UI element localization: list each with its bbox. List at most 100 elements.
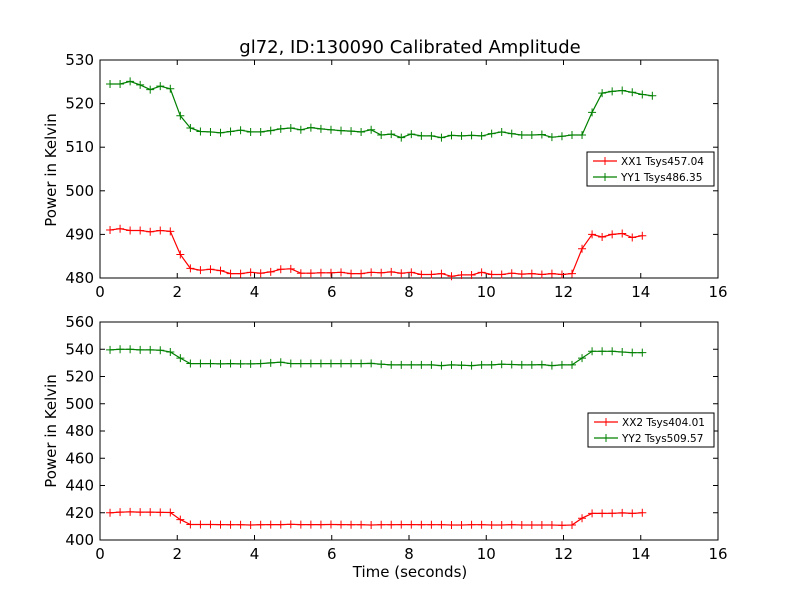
data-point [367, 268, 376, 277]
data-point [186, 359, 195, 368]
data-point [598, 89, 607, 98]
data-point [156, 226, 165, 235]
data-point [477, 360, 486, 369]
data-point [116, 79, 125, 88]
data-point [176, 111, 185, 120]
data-point [296, 359, 305, 368]
data-point [608, 509, 617, 518]
legend-marker [602, 434, 610, 442]
data-point [357, 127, 366, 136]
data-point [266, 126, 275, 135]
bottom-plot: 0 2 4 6 8 10 12 14 16 400 420 440 460 480 500 520 540 560… [65, 313, 727, 563]
data-point [427, 270, 436, 279]
legend-box [587, 412, 715, 448]
data-point [638, 231, 647, 240]
data-point [638, 90, 647, 99]
y-tick-label: 520 [65, 368, 94, 386]
data-point [226, 520, 235, 529]
data-point [196, 266, 205, 275]
data-point [578, 354, 587, 363]
x-tick-label: 16 [708, 545, 727, 563]
data-point [256, 359, 265, 368]
data-point [166, 227, 175, 236]
data-point [367, 521, 376, 530]
data-point [176, 250, 185, 259]
data-point [146, 345, 155, 354]
data-point [427, 131, 436, 140]
data-point [608, 230, 617, 239]
legend-box [586, 151, 715, 187]
data-point [507, 269, 516, 278]
data-point [588, 347, 597, 356]
data-point [347, 269, 356, 278]
data-point [648, 91, 657, 100]
y-tick-label: 510 [65, 138, 94, 156]
data-point [397, 133, 406, 142]
data-point [347, 127, 356, 136]
y-tick-label: 480 [65, 269, 94, 287]
data-point [306, 123, 315, 132]
data-point [387, 130, 396, 139]
data-point [306, 359, 315, 368]
data-point [226, 127, 235, 136]
data-point [557, 270, 566, 279]
data-point [276, 520, 285, 529]
x-tick-label: 2 [172, 545, 182, 563]
top-plot: 0 2 4 6 8 10 12 14 16 480 490 500 510 520 530 XX1 Tsys4… [65, 51, 727, 301]
data-point [196, 520, 205, 529]
x-tick-label: 12 [554, 545, 573, 563]
data-point [598, 509, 607, 518]
data-point [176, 515, 185, 524]
x-tick-label: 8 [404, 283, 414, 301]
data-point [387, 360, 396, 369]
data-point [216, 359, 225, 368]
data-point [487, 521, 496, 530]
data-point [306, 520, 315, 529]
data-point [256, 520, 265, 529]
x-tick-label: 14 [631, 283, 650, 301]
data-point [417, 520, 426, 529]
data-point [136, 508, 145, 517]
y-tick-label: 560 [65, 313, 94, 331]
data-point [547, 133, 556, 142]
data-point [126, 507, 135, 516]
data-point [236, 359, 245, 368]
legend-marker [602, 418, 610, 426]
data-point [457, 521, 466, 530]
data-point [206, 265, 215, 274]
data-point [357, 520, 366, 529]
data-point [407, 130, 416, 139]
data-point [256, 127, 265, 136]
data-point [397, 360, 406, 369]
data-point [136, 80, 145, 89]
data-point [116, 224, 125, 233]
data-point [477, 520, 486, 529]
data-point [527, 130, 536, 139]
data-point [246, 359, 255, 368]
data-point [618, 86, 627, 95]
data-point [477, 131, 486, 140]
data-point [487, 270, 496, 279]
data-point [276, 265, 285, 274]
data-point [537, 360, 546, 369]
x-tick-label: 14 [631, 545, 650, 563]
data-point [236, 269, 245, 278]
data-point [507, 520, 516, 529]
data-point [357, 359, 366, 368]
data-point [397, 520, 406, 529]
data-point [337, 520, 346, 529]
data-point [437, 361, 446, 370]
data-point [618, 508, 627, 517]
data-point [537, 270, 546, 279]
legend-label: YY1 Tsys486.35 [620, 172, 702, 184]
data-point [316, 124, 325, 133]
data-point [557, 521, 566, 530]
data-point [387, 520, 396, 529]
data-point [628, 233, 637, 242]
data-point [628, 509, 637, 518]
x-tick-label: 6 [327, 545, 337, 563]
data-point [136, 226, 145, 235]
y-tick-label: 460 [65, 449, 94, 467]
data-point [276, 124, 285, 133]
legend-label: YY2 Tsys509.57 [621, 433, 703, 445]
